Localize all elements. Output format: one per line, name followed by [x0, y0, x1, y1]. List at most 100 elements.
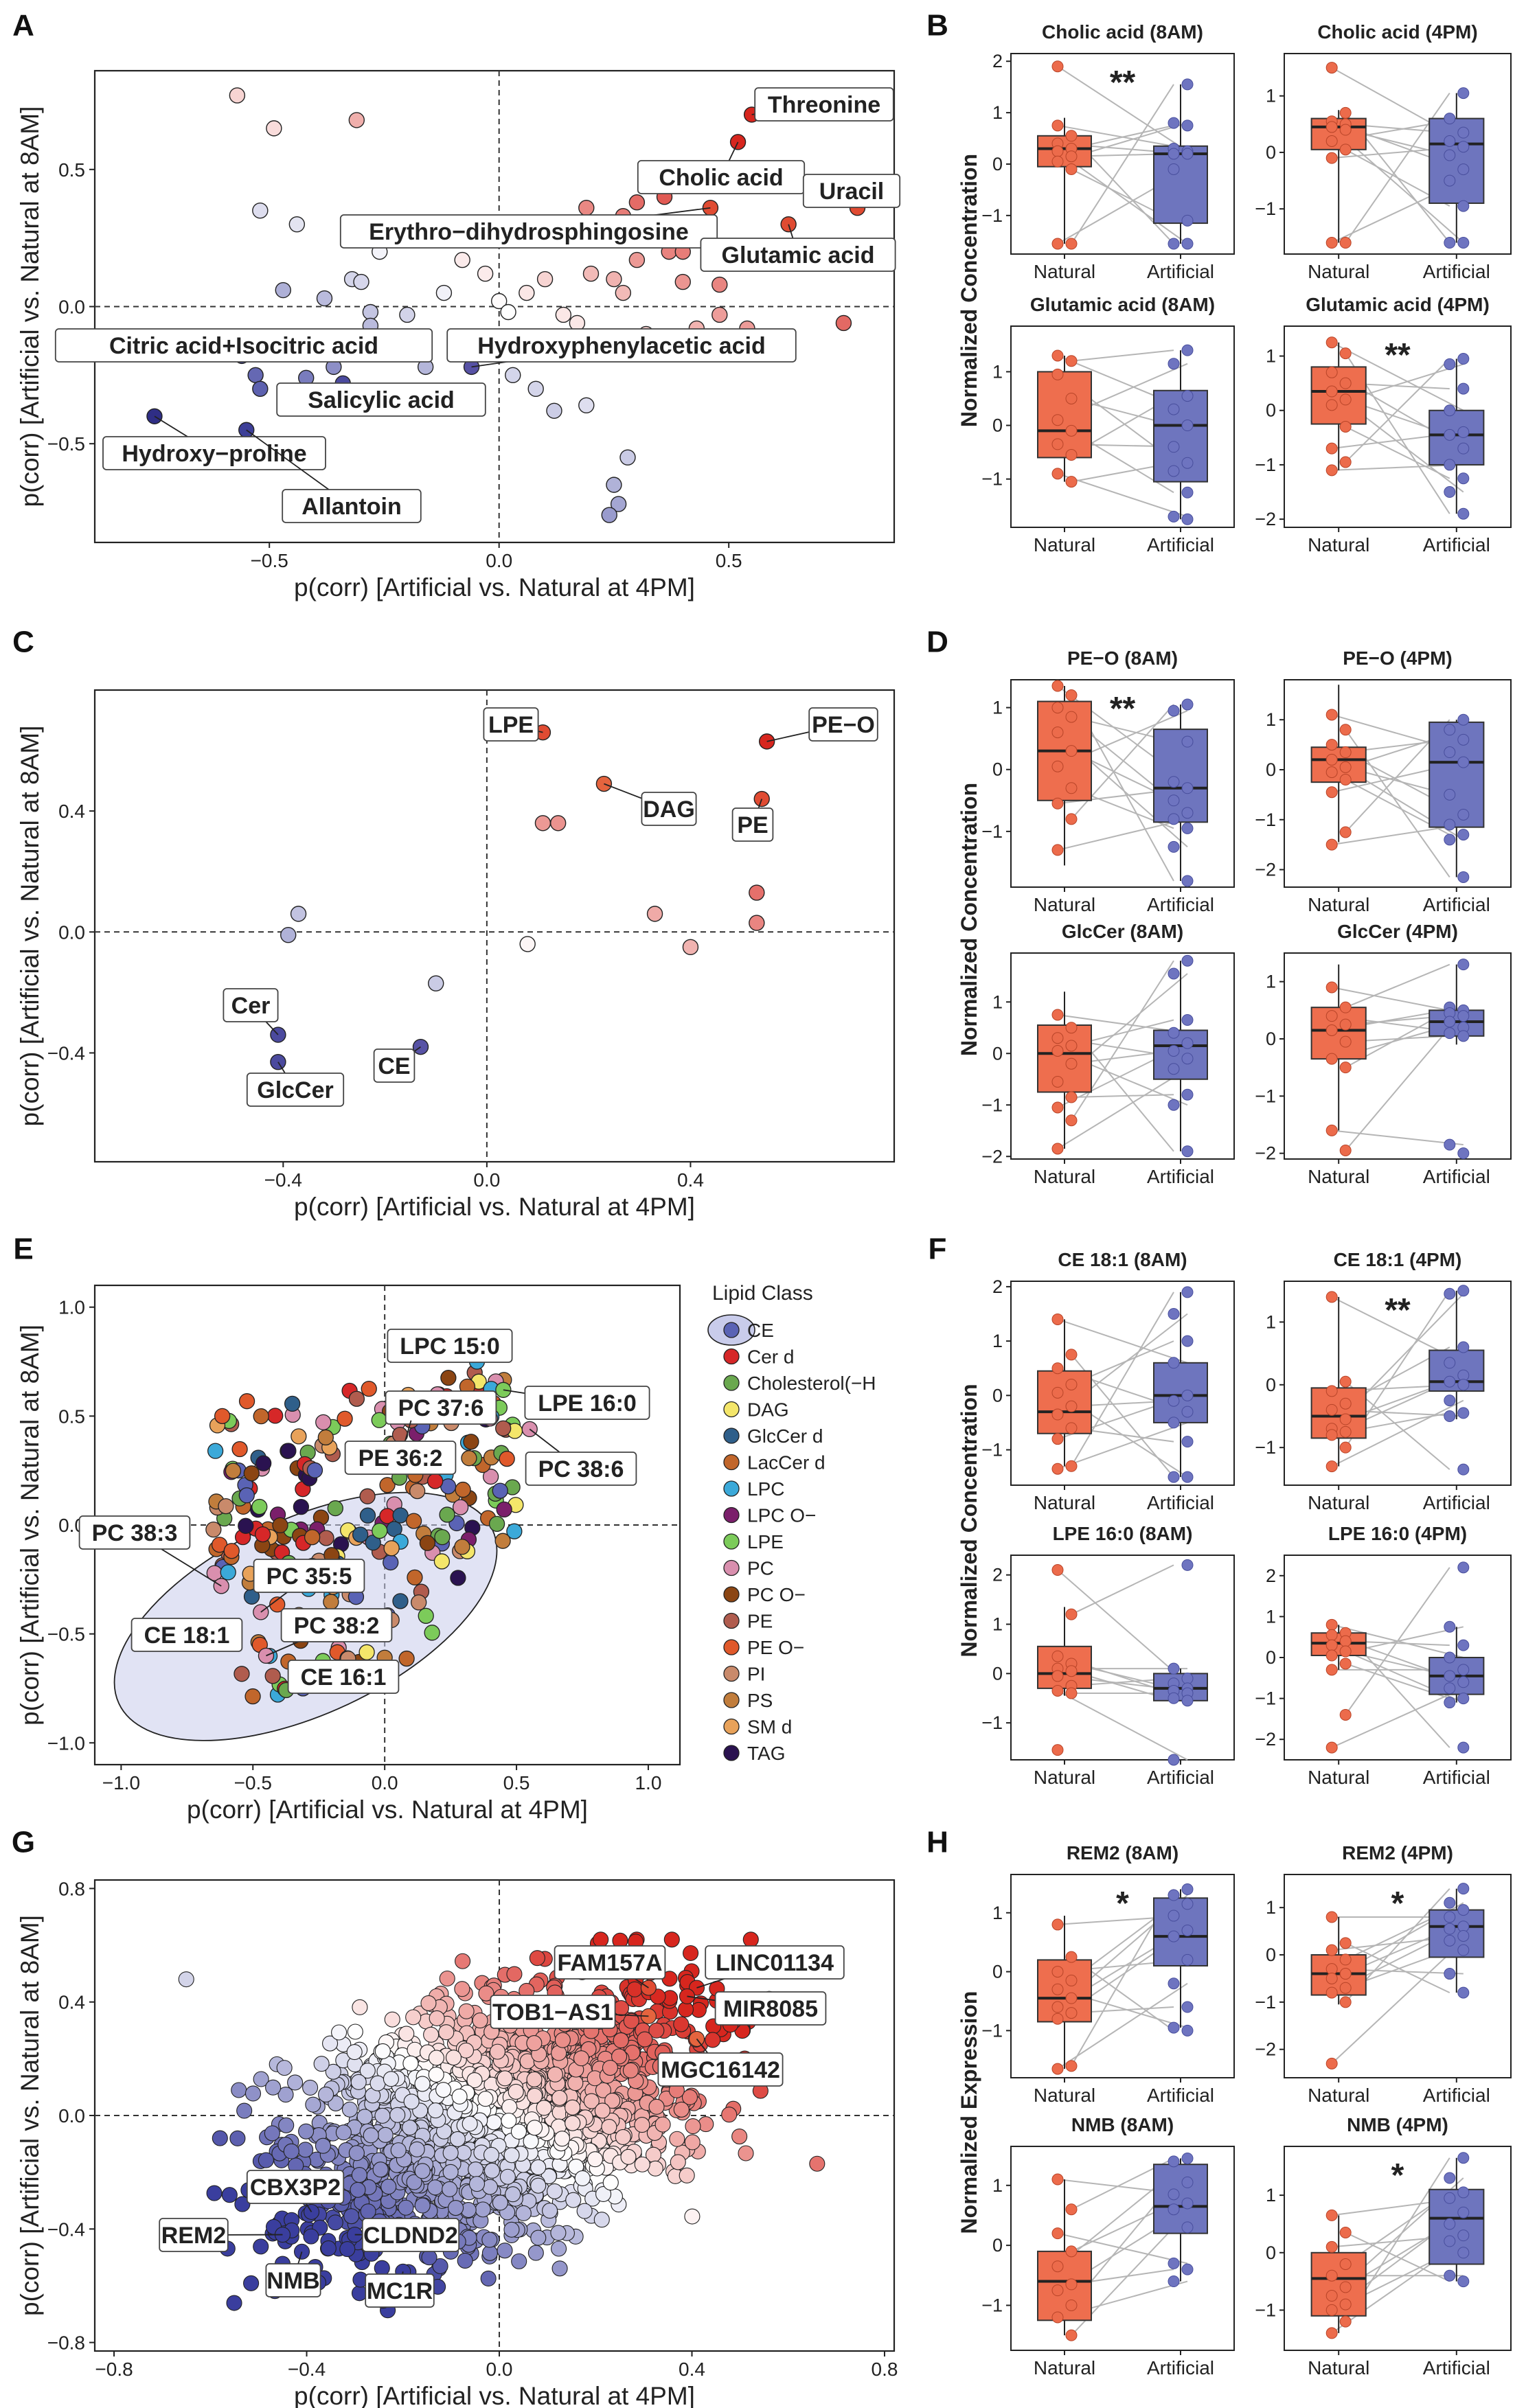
natural-point: [1065, 782, 1078, 794]
data-point: [546, 402, 562, 419]
data-point: [258, 2152, 274, 2168]
y-tick-label: 1: [992, 698, 1003, 718]
data-point: [669, 2131, 685, 2147]
artificial-point: [1181, 457, 1194, 469]
label-box: [387, 1329, 513, 1363]
data-point: [303, 2228, 319, 2245]
y-tick-label: 0.4: [58, 1992, 85, 2013]
natural-point: [1325, 1986, 1338, 1999]
artificial-point: [1168, 163, 1180, 175]
y-tick-label: −1: [1255, 198, 1276, 219]
natural-point: [1051, 1983, 1064, 1995]
natural-point: [1065, 1974, 1078, 1986]
y-tick-label: −1: [981, 2020, 1003, 2041]
y-tick-label: −0.4: [47, 2218, 85, 2240]
natural-point: [1065, 2278, 1078, 2291]
y-axis-label: Normalized Expression: [957, 1991, 981, 2234]
paired-line: [1331, 1399, 1464, 1467]
box-subplot: Cholic acid (4PM) −1 0 1 Natural Artificial: [1255, 21, 1512, 282]
natural-point: [1065, 2245, 1078, 2258]
y-tick-label: −0.8: [47, 2332, 85, 2354]
point-label: LINC01134: [716, 1950, 834, 1976]
natural-point: [1051, 1045, 1064, 1057]
data-point: [220, 1564, 236, 1581]
box-subplot: Glutamic acid (4PM) −2 −1 0 1 Natural Artifici…: [1255, 294, 1512, 555]
natural-point: [1339, 106, 1352, 119]
point-label: GlcCer: [257, 1077, 334, 1103]
natural-point: [1325, 237, 1338, 249]
natural-point: [1065, 1022, 1078, 1034]
data-point: [347, 2023, 363, 2040]
data-point: [515, 2205, 532, 2221]
point-label: NMB: [266, 2268, 319, 2294]
artificial-point: [1181, 2024, 1194, 2037]
data-point: [277, 2087, 294, 2103]
data-point: [611, 2048, 628, 2065]
natural-point: [1339, 456, 1352, 468]
data-point: [272, 1517, 288, 1534]
data-point: [458, 2003, 475, 2019]
artificial-point: [1444, 2269, 1456, 2282]
artificial-point: [1444, 1968, 1456, 1980]
data-point: [602, 2059, 618, 2076]
label-box: [802, 174, 901, 208]
x-tick-label: −0.5: [251, 550, 288, 571]
data-point: [348, 112, 365, 128]
legend-swatch: [723, 1639, 740, 1655]
label-box: [554, 1945, 666, 1980]
natural-point: [1325, 2327, 1338, 2339]
data-point: [496, 1501, 512, 1518]
subplot-frame: [1284, 1874, 1512, 2078]
data-point: [511, 2253, 527, 2269]
natural-point: [1065, 689, 1078, 702]
point-label: Citric acid+Isocitric acid: [109, 333, 378, 359]
artificial-point: [1444, 746, 1456, 759]
y-tick-label: 0: [992, 759, 1003, 780]
natural-point: [1051, 797, 1064, 810]
natural-point: [1051, 2311, 1064, 2324]
x-tick-label: Natural: [1034, 2085, 1095, 2106]
x-tick-label: Natural: [1308, 1166, 1369, 1187]
panel-letter-G: G: [12, 1826, 35, 1859]
data-point: [428, 2066, 444, 2083]
natural-point: [1325, 1053, 1338, 1065]
y-tick-label: 0.5: [58, 159, 85, 181]
data-point: [685, 2118, 701, 2135]
natural-point: [1051, 468, 1064, 480]
y-tick-label: 0.0: [58, 297, 85, 318]
y-tick-label: 1: [992, 1331, 1003, 1351]
legend-label: SM d: [747, 1717, 792, 1738]
subplot-frame: [1010, 1555, 1235, 1761]
natural-point: [1065, 424, 1078, 437]
artificial-point: [1444, 1896, 1456, 1909]
y-tick-label: −1: [981, 2295, 1003, 2315]
subplot-title: CE 18:1 (4PM): [1334, 1249, 1462, 1270]
data-point: [615, 2129, 631, 2145]
data-point: [322, 2035, 339, 2052]
artificial-point: [1457, 200, 1470, 212]
box-subplot: GlcCer (8AM) −2 −1 0 1 Natural Artificial: [981, 921, 1235, 1187]
y-tick-label: 0: [992, 154, 1003, 174]
artificial-point: [1444, 1027, 1456, 1040]
natural-point: [1339, 1982, 1352, 1994]
paired-line: [1071, 1564, 1174, 1616]
box: [1428, 117, 1485, 204]
artificial-point: [1457, 871, 1470, 883]
natural-point: [1051, 145, 1064, 157]
data-point: [253, 1408, 269, 1425]
box: [1153, 2164, 1208, 2234]
point-label: Allantoin: [301, 494, 401, 520]
data-point: [454, 1981, 470, 1997]
data-point: [526, 2087, 543, 2104]
y-tick-label: −1: [981, 469, 1003, 490]
data-point: [530, 2229, 547, 2246]
data-point: [361, 1380, 377, 1397]
y-tick-label: 1: [992, 1903, 1003, 1923]
data-point: [389, 2107, 406, 2123]
panel-letter-C: C: [12, 626, 34, 659]
natural-point: [1339, 761, 1352, 773]
box-subplot: PE−O (8AM) −1 0 1 Natural Artificial **: [981, 647, 1235, 915]
subplot-title: NMB (8AM): [1071, 2114, 1174, 2135]
x-tick-label: Artificial: [1423, 1166, 1490, 1187]
data-point: [398, 2199, 414, 2216]
